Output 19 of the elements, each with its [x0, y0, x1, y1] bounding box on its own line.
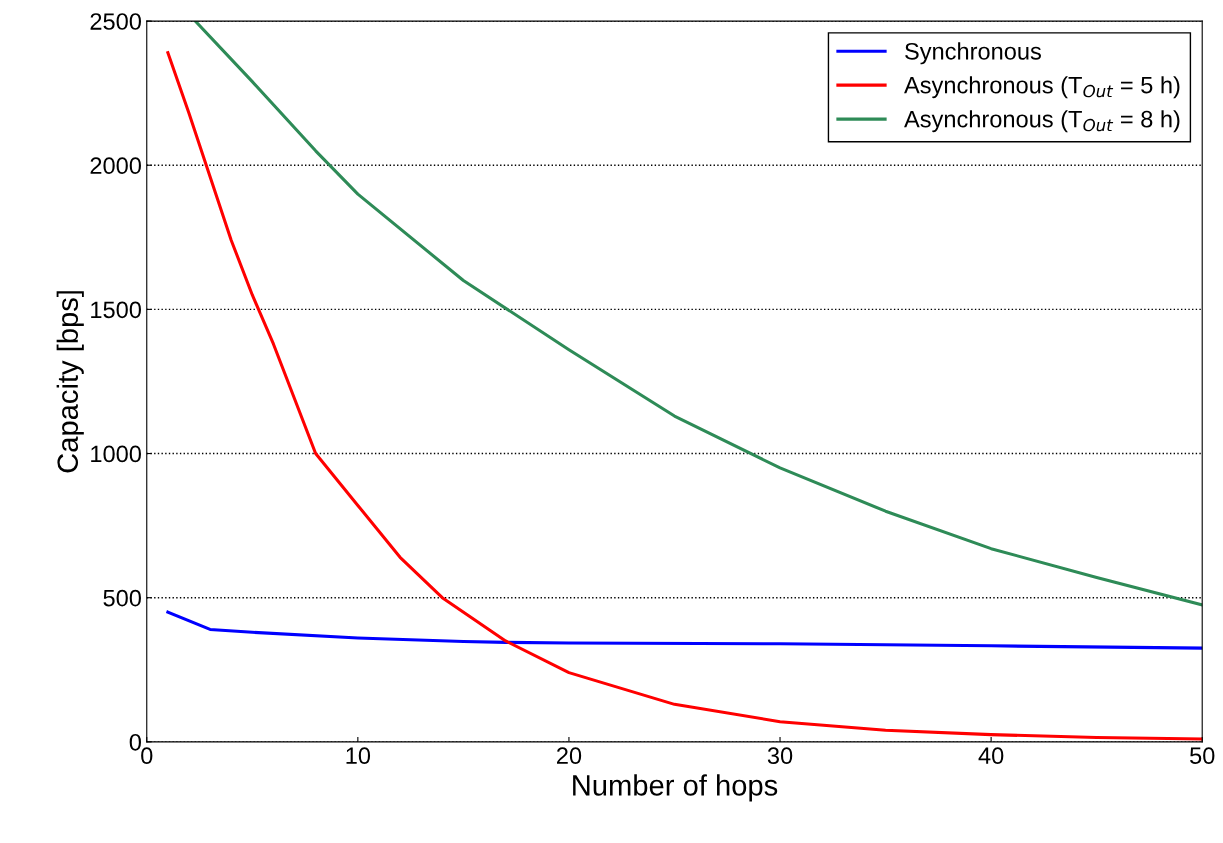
x-tick-label: 10: [346, 747, 371, 765]
x-tick-label: 50: [1190, 747, 1215, 765]
line-series: [193, 21, 1203, 607]
x-tick-label: 40: [978, 747, 1004, 765]
x-tick-label: 0: [141, 747, 153, 765]
y-tick-label: 2500: [90, 13, 141, 30]
y-tick-label: 2000: [90, 157, 141, 175]
y-tick-label: 500: [103, 589, 141, 607]
line-series: [166, 610, 1203, 650]
y-axis-title: Capacity [bps]: [56, 291, 84, 473]
x-tick-label: 20: [557, 747, 582, 765]
y-tick-label: 0: [129, 733, 141, 751]
y-tick-label: 1500: [91, 301, 141, 319]
legend-label: Synchronous: [905, 42, 1041, 65]
x-axis-title: Number of hops: [573, 774, 778, 802]
y-tick-label: 1000: [91, 445, 141, 463]
legend-label: Asynchronous (T$_{Out}$ = 8 h): [904, 110, 1180, 133]
legend-label: Asynchronous (T$_{Out}$ = 5 h): [904, 76, 1180, 99]
x-tick-label: 30: [767, 747, 793, 765]
